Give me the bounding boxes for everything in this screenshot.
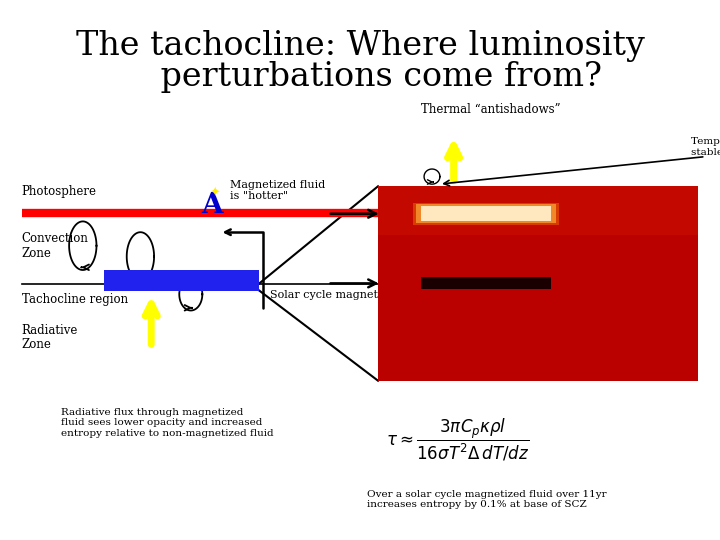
Text: Convection
Zone: Convection Zone [22, 232, 89, 260]
Text: $\tau \approx \dfrac{3\pi C_p \kappa \rho l}{16\sigma T^2 \Delta \, dT/dz}$: $\tau \approx \dfrac{3\pi C_p \kappa \rh… [385, 417, 529, 463]
Text: The tachocline: Where luminosity: The tachocline: Where luminosity [76, 30, 644, 62]
Text: perturbations come from?: perturbations come from? [118, 60, 602, 93]
FancyBboxPatch shape [413, 203, 559, 225]
Text: ✦: ✦ [210, 187, 220, 200]
Text: Radiative
Zone: Radiative Zone [22, 323, 78, 352]
Text: Solar cycle magnetic fields: Solar cycle magnetic fields [270, 289, 422, 300]
Text: Tachocline region: Tachocline region [22, 293, 127, 306]
FancyBboxPatch shape [421, 278, 551, 289]
FancyBboxPatch shape [378, 186, 698, 381]
Text: Magnetized fluid
is "hotter": Magnetized fluid is "hotter" [230, 180, 325, 201]
FancyBboxPatch shape [416, 204, 556, 223]
Text: Photosphere: Photosphere [22, 185, 96, 198]
Text: Temperature gradient enhanced
stable stratification becomes unstable: Temperature gradient enhanced stable str… [691, 137, 720, 157]
Text: Over a solar cycle magnetized fluid over 11yr
increases entropy by 0.1% at base : Over a solar cycle magnetized fluid over… [367, 490, 607, 509]
Text: Radiative flux through magnetized
fluid sees lower opacity and increased
entropy: Radiative flux through magnetized fluid … [61, 408, 274, 437]
Text: A: A [202, 192, 223, 219]
Text: Thermal “antishadows”: Thermal “antishadows” [421, 103, 561, 116]
FancyBboxPatch shape [421, 206, 551, 221]
FancyBboxPatch shape [378, 186, 698, 235]
FancyBboxPatch shape [104, 270, 259, 291]
